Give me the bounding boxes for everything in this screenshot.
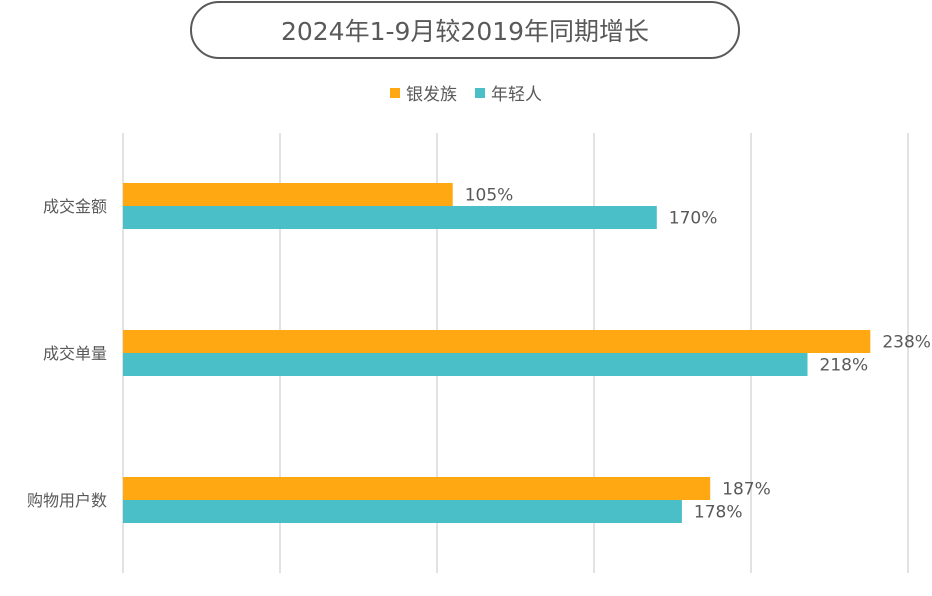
bar-series-1-category-1	[123, 353, 808, 376]
category-label-1: 成交单量	[43, 344, 107, 363]
bar-series-1-category-0	[123, 206, 657, 229]
legend-swatch-series-0	[390, 87, 400, 98]
data-label-series-1-category-0: 170%	[669, 209, 718, 229]
data-label-series-1-category-1: 218%	[820, 356, 869, 376]
bar-series-0-category-1	[123, 330, 871, 353]
data-label-series-0-category-0: 105%	[465, 186, 514, 206]
bar-series-0-category-2	[123, 477, 711, 500]
legend-label-series-1: 年轻人	[491, 85, 542, 105]
data-label-series-0-category-1: 238%	[882, 333, 931, 353]
bar-series-0-category-0	[123, 183, 453, 206]
category-label-0: 成交金额	[43, 197, 107, 216]
legend-label-series-0: 银发族	[406, 85, 457, 105]
bar-series-1-category-2	[123, 500, 682, 523]
category-label-2: 购物用户数	[27, 491, 107, 510]
legend-swatch-series-1	[475, 87, 485, 98]
legend: 银发族 年轻人	[0, 80, 932, 105]
chart-title: 2024年1-9月较2019年同期增长	[190, 1, 740, 59]
data-label-series-1-category-2: 178%	[694, 503, 743, 523]
legend-item-series-0: 银发族	[390, 80, 457, 105]
legend-item-series-1: 年轻人	[475, 80, 542, 105]
data-label-series-0-category-2: 187%	[722, 480, 771, 500]
